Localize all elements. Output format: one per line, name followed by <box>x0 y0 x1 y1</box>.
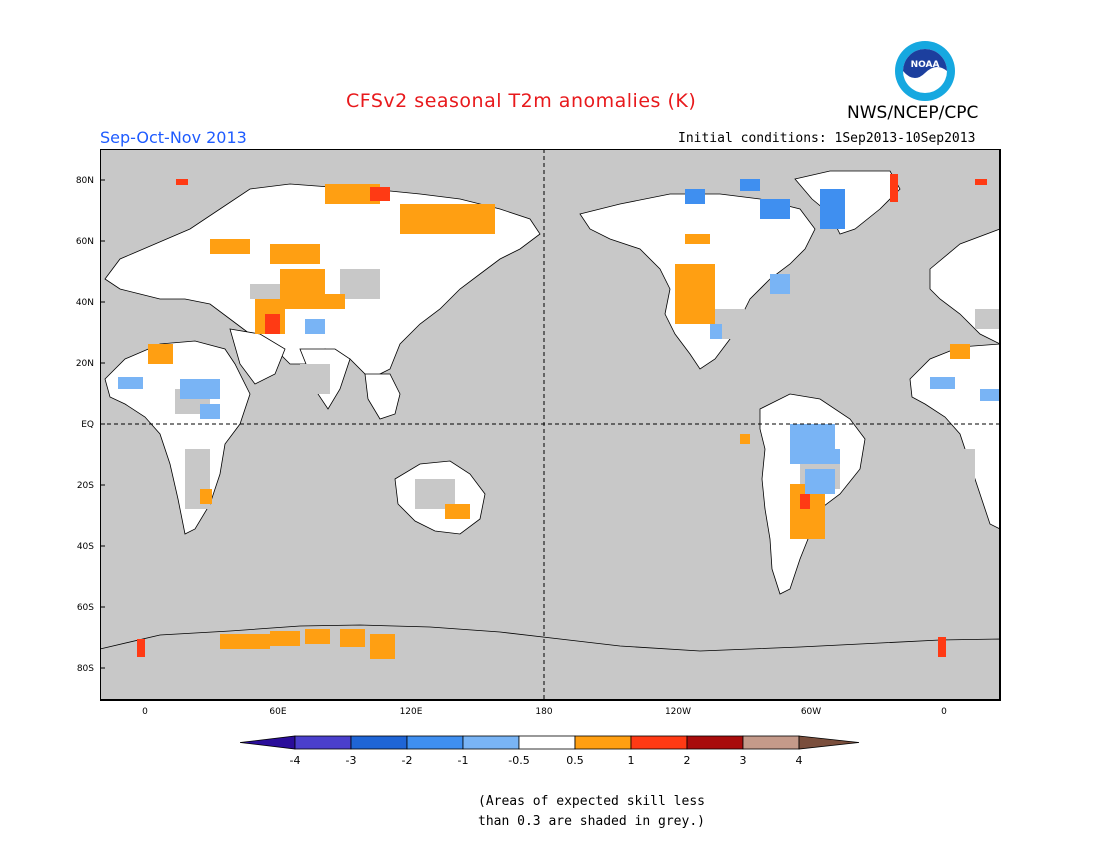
colorbar-segment <box>574 735 632 750</box>
colorbar-tick-label: -4 <box>290 754 301 767</box>
colorbar-tick-label: 3 <box>740 754 747 767</box>
footnote-line-2: than 0.3 are shaded in grey.) <box>478 814 705 829</box>
colorbar-segment <box>518 735 576 750</box>
lat-label: 20S <box>77 481 94 491</box>
footnote-line-1: (Areas of expected skill less <box>478 794 705 809</box>
colorbar-segment <box>630 735 688 750</box>
lat-label: 40N <box>76 298 94 308</box>
colorbar-tick-label: 0.5 <box>566 754 584 767</box>
colorbar-tick-label: -3 <box>346 754 357 767</box>
lon-label: 0 <box>142 707 148 717</box>
colorbar-tick-label: 2 <box>684 754 691 767</box>
lat-label: 60N <box>76 237 94 247</box>
colorbar-segment <box>686 735 744 750</box>
agency-label: NWS/NCEP/CPC <box>847 103 979 123</box>
se-asia <box>364 373 401 420</box>
lat-label: 80N <box>76 176 94 186</box>
cold-anomalies <box>118 179 1000 494</box>
initial-conditions-label: Initial conditions: 1Sep2013-10Sep2013 <box>678 131 976 146</box>
colorbar-segment <box>350 735 408 750</box>
colorbar-tick-label: -2 <box>402 754 413 767</box>
lon-label: 180 <box>535 707 552 717</box>
colorbar-low-triangle <box>240 735 296 750</box>
colorbar-segment <box>294 735 352 750</box>
colorbar-segment <box>406 735 464 750</box>
lon-label: 120E <box>400 707 423 717</box>
lon-label: 60E <box>269 707 286 717</box>
colorbar: -4 -3 -2 -1 -0.5 0.5 1 2 3 4 <box>240 735 860 767</box>
map-frame <box>100 149 1001 701</box>
colorbar-tick-label: -0.5 <box>508 754 529 767</box>
skill-footnote: (Areas of expected skill less than 0.3 a… <box>478 792 705 832</box>
colorbar-tick-label: 1 <box>628 754 635 767</box>
lon-axis: 0 60E 120E 180 120W 60W 0 <box>142 707 947 717</box>
lat-label: 20N <box>76 359 94 369</box>
lon-label: 120W <box>665 707 691 717</box>
lat-label: 80S <box>77 664 94 674</box>
lat-axis: 80N 60N 40N 20N EQ 20S 40S 60S 80S <box>76 176 94 674</box>
lat-label: 60S <box>77 603 94 613</box>
colorbar-tick-label: 4 <box>796 754 803 767</box>
logo-text: NOAA <box>911 60 940 70</box>
colorbar-tick-label: -1 <box>458 754 469 767</box>
map-title: CFSv2 seasonal T2m anomalies (K) <box>346 90 697 112</box>
noaa-logo-icon: NOAA <box>895 41 955 101</box>
lat-ticks <box>100 179 105 669</box>
lon-label: 60W <box>801 707 821 717</box>
lon-label: 0 <box>941 707 947 717</box>
colorbar-high-triangle <box>798 735 860 750</box>
anomaly-map <box>100 149 1001 701</box>
lat-label: EQ <box>81 420 94 430</box>
colorbar-segment <box>462 735 520 750</box>
colorbar-segment <box>742 735 800 750</box>
lat-label: 40S <box>77 542 94 552</box>
colorbar-segments <box>240 735 860 750</box>
season-label: Sep-Oct-Nov 2013 <box>100 128 247 147</box>
colorbar-labels: -4 -3 -2 -1 -0.5 0.5 1 2 3 4 <box>290 754 803 767</box>
